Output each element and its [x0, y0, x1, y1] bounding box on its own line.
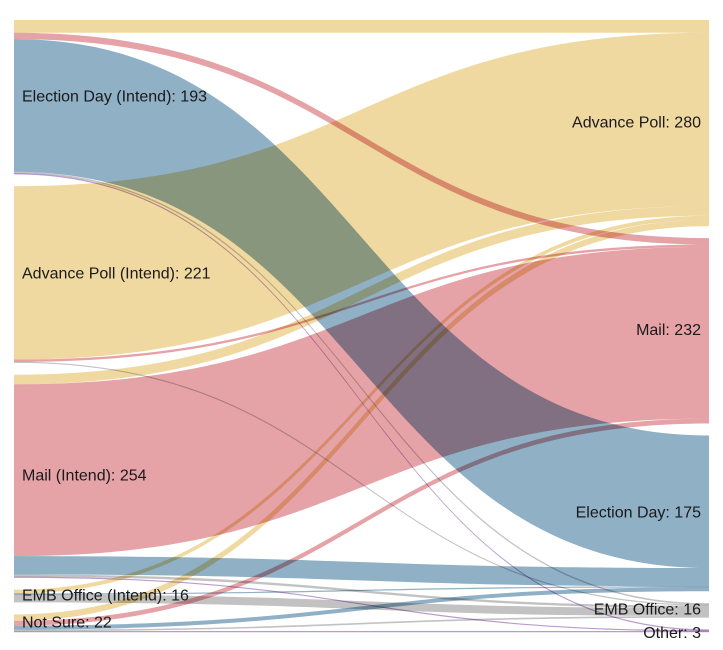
link-s_emb-to-t_adv [14, 215, 709, 594]
link-s_adv-to-t_mail [14, 244, 709, 362]
target-label-t_eday: Election Day: 175 [576, 505, 702, 522]
link-s_adv-to-t_adv [14, 32, 709, 360]
link-s_mail-to-t_emb [14, 574, 709, 609]
target-label-t_mail: Mail: 232 [636, 322, 701, 339]
target-label-t_emb: EMB Office: 16 [594, 602, 701, 619]
link-s_mail-to-t_adv [14, 206, 709, 385]
link-s_eday-to-t_adv [14, 20, 709, 33]
link-s_mail-to-t_eday [14, 556, 709, 587]
target-label-t_other: Other: 3 [643, 625, 701, 642]
source-label-s_mail: Mail (Intend): 254 [22, 467, 147, 484]
link-s_ns-to-t_eday [14, 587, 709, 630]
source-label-s_emb: EMB Office (Intend): 16 [22, 587, 189, 604]
link-s_ns-to-t_other [14, 631, 709, 633]
source-label-s_eday: Election Day (Intend): 193 [22, 88, 207, 105]
source-label-s_adv: Advance Poll (Intend): 221 [22, 266, 211, 283]
link-s_ns-to-t_mail [14, 418, 709, 626]
link-s_mail-to-t_mail [14, 246, 709, 557]
link-s_emb-to-t_eday [14, 586, 709, 595]
sankey-labels: Election Day (Intend): 193 Advance Poll (… [22, 88, 701, 642]
source-label-s_ns: Not Sure: 22 [22, 614, 112, 631]
link-s_ns-to-t_adv [14, 219, 709, 621]
link-s_ns-to-t_emb [14, 616, 709, 632]
sankey-links [14, 20, 709, 633]
target-label-t_adv: Advance Poll: 280 [572, 114, 701, 131]
